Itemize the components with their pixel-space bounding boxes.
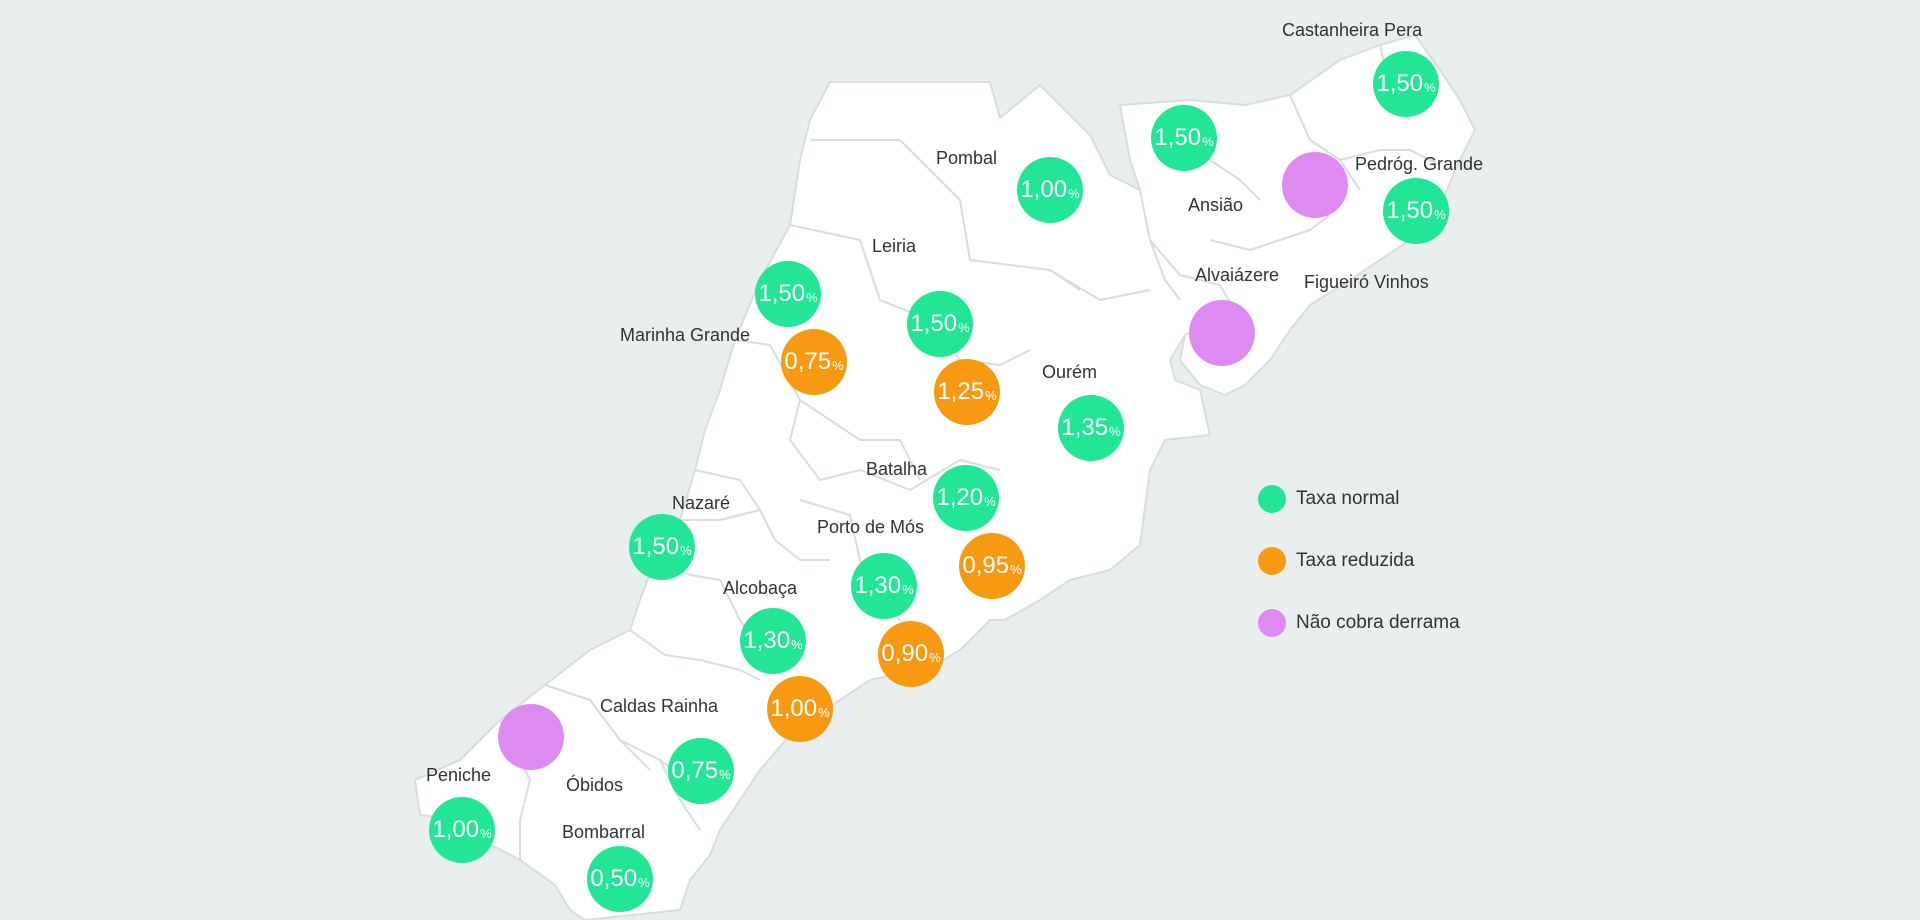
rate-value: 1,20 <box>936 484 984 511</box>
percent-sign: % <box>638 874 650 890</box>
percent-sign: % <box>719 766 731 782</box>
municipality-label-pedrog-grande: Pedróg. Grande <box>1355 154 1484 174</box>
municipality-label-caldas-rainha: Caldas Rainha <box>600 696 719 716</box>
rate-bubble-leiria-normal: 1,50% <box>907 291 973 357</box>
legend-label-nao-cobra: Não cobra derrama <box>1296 612 1460 633</box>
municipality-label-nazare: Nazaré <box>672 493 731 513</box>
rate-value: 1,35 <box>1061 414 1109 441</box>
legend-item-reduzida: Taxa reduzida <box>1258 530 1460 592</box>
rate-bubble-bombarral-normal: 0,50% <box>587 846 653 912</box>
rate-value: 1,30 <box>743 627 791 654</box>
legend: Taxa normal Taxa reduzida Não cobra derr… <box>1258 468 1460 654</box>
legend-item-normal: Taxa normal <box>1258 468 1460 530</box>
rate-value: 1,00 <box>432 816 480 843</box>
rate-bubble-alvaiazere-nao_cobra <box>1189 300 1255 366</box>
percent-sign: % <box>1010 561 1022 577</box>
rate-value: 1,00 <box>770 695 818 722</box>
rate-value: 1,25 <box>937 378 985 405</box>
percent-sign: % <box>480 825 492 841</box>
percent-sign: % <box>806 289 818 305</box>
municipality-label-peniche: Peniche <box>426 765 492 785</box>
rate-bubble-alcobaca-reduzida: 1,00% <box>767 676 833 742</box>
rate-value: 1,50 <box>1376 70 1424 97</box>
rate-bubble-ourem-normal: 1,35% <box>1058 395 1124 461</box>
municipality-label-porto-de-mos: Porto de Mós <box>817 517 925 537</box>
rate-value: 1,30 <box>854 572 902 599</box>
municipality-label-figueiro-vinhos: Figueiró Vinhos <box>1304 272 1429 292</box>
rate-value: 0,95 <box>962 552 1010 579</box>
percent-sign: % <box>958 319 970 335</box>
rate-bubble-alcobaca-normal: 1,30% <box>740 608 806 674</box>
municipality-label-ourem: Ourém <box>1042 362 1098 382</box>
rate-bubble-unnamed-3-normal: 1,50% <box>1151 105 1217 171</box>
rate-value: 1,50 <box>1386 197 1434 224</box>
legend-dot-nao-cobra <box>1258 609 1286 637</box>
rate-bubble-porto-de-mos-normal: 1,30% <box>851 553 917 619</box>
rate-bubble-porto-de-mos-reduzida: 0,90% <box>878 621 944 687</box>
percent-sign: % <box>1434 206 1446 222</box>
rate-bubble-marinha-grande-reduzida: 0,75% <box>781 329 847 395</box>
percent-sign: % <box>818 704 830 720</box>
percent-sign: % <box>1202 133 1214 149</box>
rate-bubble-caldas-rainha-normal: 0,75% <box>668 738 734 804</box>
rate-bubble-peniche-normal: 1,00% <box>429 797 495 863</box>
legend-dot-normal <box>1258 485 1286 513</box>
municipality-label-alvaiazere: Alvaiázere <box>1195 265 1280 285</box>
rate-value: 1,50 <box>758 280 806 307</box>
municipality-label-marinha-grande: Marinha Grande <box>620 325 751 345</box>
legend-label-reduzida: Taxa reduzida <box>1296 550 1415 571</box>
percent-sign: % <box>985 387 997 403</box>
municipality-label-batalha: Batalha <box>866 459 928 479</box>
percent-sign: % <box>1424 79 1436 95</box>
rate-value: 0,50 <box>590 865 638 892</box>
rate-value: 0,75 <box>784 348 832 375</box>
rate-value: 0,90 <box>881 640 929 667</box>
municipality-label-alcobaca: Alcobaça <box>723 578 798 598</box>
municipality-label-obidos: Óbidos <box>566 775 624 795</box>
rate-bubble-obidos-nao_cobra <box>498 704 564 770</box>
rate-bubble-pedrog-grande-normal: 1,50% <box>1383 178 1449 244</box>
rate-bubble-ansiao-nao_cobra <box>1282 152 1348 218</box>
municipality-label-pombal: Pombal <box>936 148 998 168</box>
rate-bubble-batalha-reduzida: 0,95% <box>959 533 1025 599</box>
rate-value: 0,75 <box>671 757 719 784</box>
municipality-label-bombarral: Bombarral <box>562 822 646 842</box>
percent-sign: % <box>1068 185 1080 201</box>
percent-sign: % <box>680 542 692 558</box>
legend-item-nao-cobra: Não cobra derrama <box>1258 592 1460 654</box>
municipality-label-ansiao: Ansião <box>1188 195 1244 215</box>
rate-bubble-batalha-normal: 1,20% <box>933 465 999 531</box>
rate-value: 1,50 <box>1154 124 1202 151</box>
rate-bubble-leiria-reduzida: 1,25% <box>934 359 1000 425</box>
rate-value: 1,00 <box>1020 176 1068 203</box>
region-main <box>414 81 1241 920</box>
legend-label-normal: Taxa normal <box>1296 488 1400 509</box>
percent-sign: % <box>902 581 914 597</box>
rate-value: 1,50 <box>632 533 680 560</box>
rate-bubble-castanheira-pera-normal: 1,50% <box>1373 51 1439 117</box>
rate-bubble-pombal-normal: 1,00% <box>1017 157 1083 223</box>
legend-dot-reduzida <box>1258 547 1286 575</box>
percent-sign: % <box>984 493 996 509</box>
percent-sign: % <box>1109 423 1121 439</box>
percent-sign: % <box>832 357 844 373</box>
percent-sign: % <box>791 636 803 652</box>
rate-bubble-nazare-normal: 1,50% <box>629 514 695 580</box>
rate-value: 1,50 <box>910 310 958 337</box>
rate-bubble-marinha-grande-normal: 1,50% <box>755 261 821 327</box>
municipality-label-castanheira-pera: Castanheira Pera <box>1282 20 1423 40</box>
municipality-label-leiria: Leiria <box>872 236 917 256</box>
percent-sign: % <box>929 649 941 665</box>
